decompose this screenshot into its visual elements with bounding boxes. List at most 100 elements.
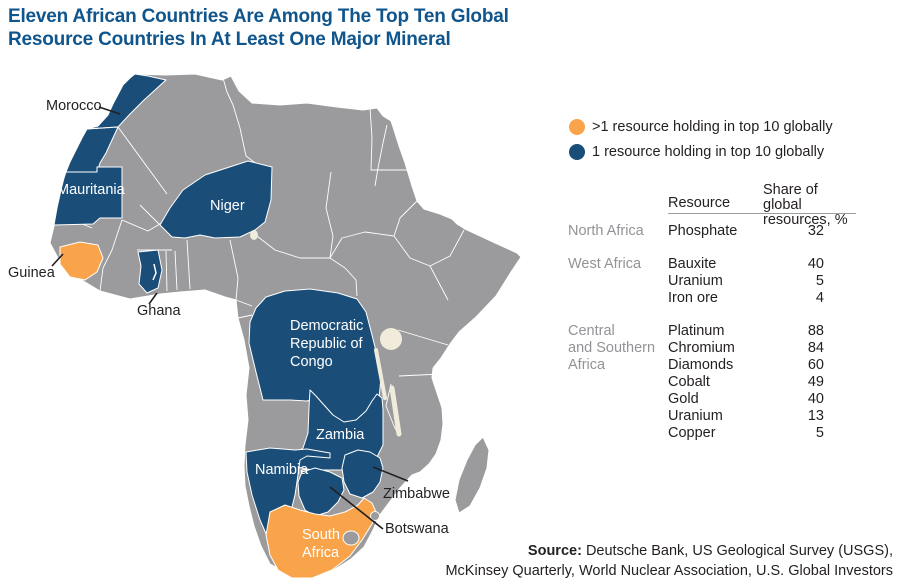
ghana-leader-line	[148, 292, 158, 305]
morocco-label: Morocco	[46, 98, 102, 114]
south-africa-label-line2: Africa	[302, 545, 340, 561]
source-line-1: Source: Deutsche Bank, US Geological Sur…	[413, 541, 893, 561]
drc-label-line2: Republic of	[290, 336, 364, 352]
map-labels: Morocco Mauritania Niger Guinea Ghana De…	[8, 98, 450, 561]
zimbabwe-label: Zimbabwe	[383, 486, 450, 502]
region-label: Central and Southern Africa	[568, 323, 656, 373]
africa-map: Morocco Mauritania Niger Guinea Ghana De…	[8, 73, 522, 579]
title-line-1: Eleven African Countries Are Among The T…	[8, 6, 509, 27]
single-resource-countries	[53, 73, 384, 544]
drc-label-line3: Congo	[290, 354, 333, 370]
resource-share: 4	[815, 290, 824, 306]
lake-malawi	[389, 385, 402, 437]
table-row: Platinum 88	[668, 323, 856, 340]
resource-name: Chromium	[668, 340, 735, 356]
source-note: Source: Deutsche Bank, US Geological Sur…	[413, 541, 893, 581]
resource-share: 49	[807, 374, 824, 390]
lake-chad	[250, 230, 258, 240]
legend-item-multi-resource: >1 resource holding in top 10 globally	[569, 118, 833, 136]
resource-name: Uranium	[668, 273, 723, 289]
table-row: Chromium 84	[668, 340, 856, 357]
swaziland-enclave	[370, 511, 380, 521]
resource-share: 84	[807, 340, 824, 356]
share-header-line1: Share of global	[763, 182, 818, 213]
south-africa-label-line1: South	[302, 527, 340, 543]
resource-share: 13	[807, 408, 824, 424]
header-rule	[668, 213, 856, 214]
share-header-line2: resources, %	[763, 212, 848, 228]
resource-share: 5	[815, 425, 824, 441]
resource-name: Platinum	[668, 323, 725, 339]
table-body: North Africa Phosphate 32 West Africa Bauxit…	[568, 214, 856, 442]
zimbabwe-leader-line	[372, 466, 409, 482]
region-label: North Africa	[568, 223, 644, 239]
legend-item-single-resource: 1 resource holding in top 10 globally	[569, 143, 833, 161]
source-label: Source:	[527, 543, 582, 559]
title-line-2: Resource Countries In At Least One Major…	[8, 29, 451, 50]
legend: >1 resource holding in top 10 globally 1…	[569, 118, 833, 168]
table-row: Diamonds 60	[668, 357, 856, 374]
source-text-1: Deutsche Bank, US Geological Survey (USG…	[581, 543, 893, 559]
western-sahara-dashed-border	[86, 126, 119, 130]
legend-label: >1 resource holding in top 10 globally	[592, 119, 833, 135]
table-header: Resource Share of global resources, %	[568, 183, 856, 228]
resource-share: 88	[807, 323, 824, 339]
resource-share: 60	[807, 357, 824, 373]
country-niger	[159, 160, 273, 239]
legend-label: 1 resource holding in top 10 globally	[592, 144, 825, 160]
multi-resource-countries	[59, 241, 377, 579]
resource-name: Phosphate	[668, 223, 738, 239]
table-group: Central and Southern Africa Platinum 88 Chrom…	[568, 323, 856, 442]
resource-table: Resource Share of global resources, % No…	[568, 183, 856, 458]
guinea-label: Guinea	[8, 265, 56, 281]
source-line-2: McKinsey Quarterly, World Nuclear Associ…	[445, 563, 893, 579]
lake-tanganyika	[374, 348, 387, 400]
leader-lines	[51, 106, 409, 530]
resource-name: Bauxite	[668, 256, 717, 272]
resource-share: 32	[807, 223, 824, 239]
madagascar-island	[454, 436, 490, 514]
country-botswana	[297, 467, 345, 517]
resource-name: Gold	[668, 391, 699, 407]
niger-label: Niger	[210, 198, 245, 214]
country-zimbabwe	[341, 449, 384, 499]
country-mauritania	[53, 166, 123, 226]
botswana-label: Botswana	[385, 521, 450, 537]
lesotho-enclave	[342, 530, 360, 546]
page-title: Eleven African Countries Are Among The T…	[8, 5, 568, 51]
table-group: West Africa Bauxite 40 Uranium 5 Iron ore 4	[568, 256, 856, 307]
resource-share: 5	[815, 273, 824, 289]
share-column-header: Share of global resources, %	[763, 183, 856, 228]
resource-name: Diamonds	[668, 357, 734, 373]
zambia-label: Zambia	[316, 427, 365, 443]
table-row: Copper 5	[668, 425, 856, 442]
blue-dot-icon	[569, 144, 585, 160]
country-ghana	[137, 249, 163, 294]
drc-label-line1: Democratic	[290, 318, 363, 334]
resource-column-header: Resource	[668, 195, 731, 211]
resource-name: Iron ore	[668, 290, 718, 306]
lake-volta	[152, 263, 157, 281]
morocco-leader-line	[98, 106, 121, 115]
country-namibia	[245, 447, 331, 544]
table-row: Iron ore 4	[668, 290, 856, 307]
resource-share: 40	[807, 256, 824, 272]
table-row: Uranium 5	[668, 273, 856, 290]
namibia-label: Namibia	[255, 462, 309, 478]
region-label: West Africa	[568, 256, 642, 272]
resource-share: 40	[807, 391, 824, 407]
orange-dot-icon	[569, 119, 585, 135]
resource-name: Copper	[668, 425, 716, 441]
resource-name: Uranium	[668, 408, 723, 424]
resource-name: Cobalt	[668, 374, 710, 390]
ghana-label: Ghana	[137, 303, 181, 319]
table-row: Cobalt 49	[668, 374, 856, 391]
guinea-leader-line	[51, 253, 64, 267]
country-guinea	[59, 241, 104, 281]
table-row: Bauxite 40	[668, 256, 856, 273]
lake-victoria	[380, 328, 402, 350]
table-group: North Africa Phosphate 32	[568, 223, 856, 240]
map-details	[86, 126, 490, 546]
table-row: Uranium 13	[668, 408, 856, 425]
